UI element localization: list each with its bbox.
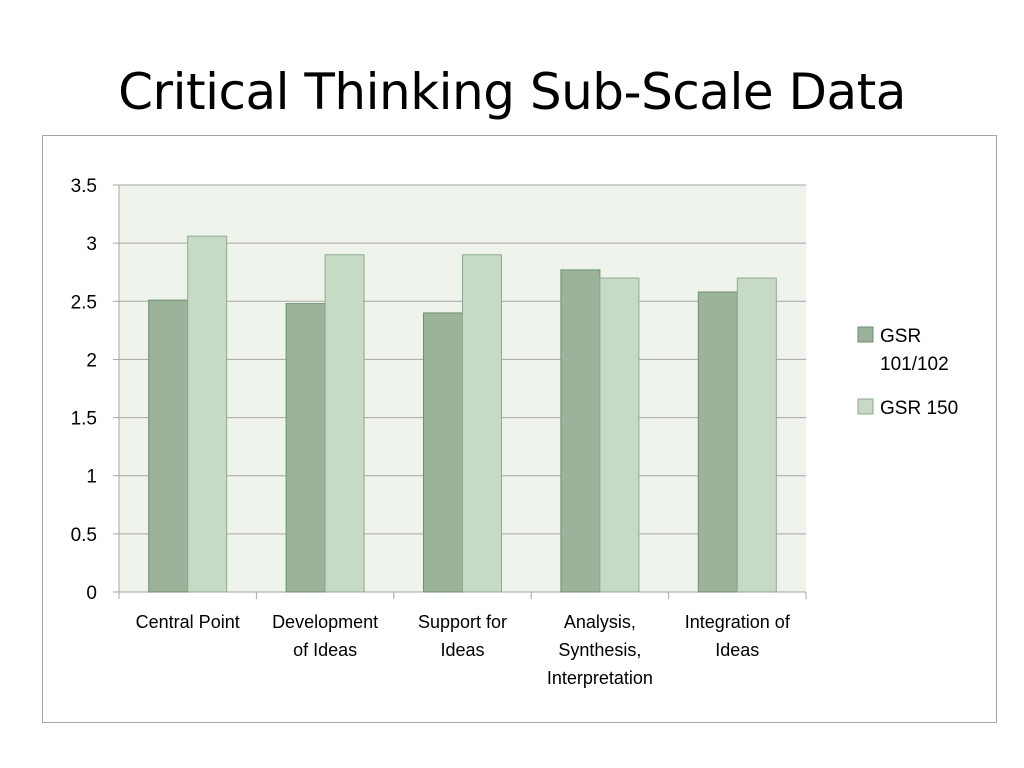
bar-series-2 (462, 254, 502, 593)
x-category-label: Ideas (715, 640, 759, 660)
y-tick-label: 2 (86, 350, 97, 371)
bar-series-2 (187, 235, 228, 593)
legend-label: GSR 150 (880, 398, 958, 419)
bar-series-2 (736, 277, 777, 593)
slide-title: Critical Thinking Sub-Scale Data (118, 63, 906, 121)
x-category-label: Integration of (685, 612, 791, 632)
y-tick-label: 0.5 (71, 525, 97, 546)
bar-series-1 (697, 291, 738, 593)
x-category-label: Development (272, 612, 378, 632)
bar-series-2 (599, 277, 640, 593)
x-category-label: Ideas (440, 640, 484, 660)
bar-series-2 (324, 254, 365, 593)
y-tick-label: 2.5 (71, 292, 97, 313)
y-tick-label: 1 (86, 467, 97, 488)
x-category-label: Interpretation (547, 668, 653, 688)
y-tick-label: 3 (86, 234, 97, 255)
bar-series-1 (148, 299, 189, 593)
bar-series-1 (285, 303, 326, 593)
y-tick-label: 1.5 (71, 409, 97, 430)
y-tick-label: 3.5 (71, 176, 97, 197)
bar-series-1 (560, 269, 601, 593)
legend-swatch-series-2 (857, 398, 874, 415)
legend-label: GSR (880, 326, 921, 347)
bar-series-1 (423, 312, 463, 593)
x-category-label: Support for (418, 612, 507, 632)
x-category-label: Central Point (136, 612, 240, 632)
legend-label: 101/102 (880, 354, 949, 375)
legend-swatch-series-1 (857, 326, 874, 343)
x-category-label: Synthesis, (558, 640, 641, 660)
x-category-label: Analysis, (564, 612, 636, 632)
x-category-label: of Ideas (293, 640, 357, 660)
y-tick-label: 0 (86, 583, 97, 604)
